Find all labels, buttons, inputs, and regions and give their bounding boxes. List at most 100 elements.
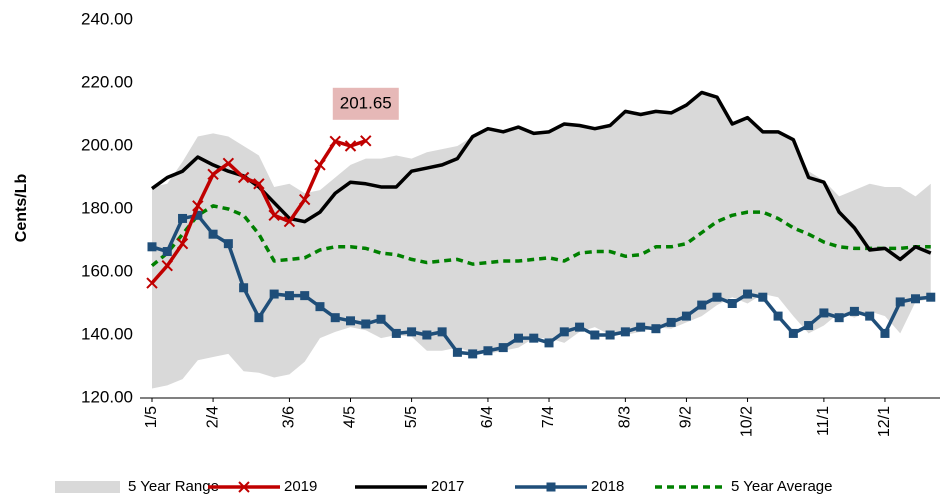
- x-tick-label: 11/1: [815, 406, 832, 436]
- marker: [237, 171, 250, 184]
- x-tick-label: 12/1: [876, 406, 893, 437]
- marker: [315, 302, 325, 312]
- y-tick-label: 120.00: [81, 387, 133, 406]
- marker: [208, 229, 218, 239]
- marker: [605, 330, 615, 340]
- marker: [193, 210, 203, 220]
- y-tick-label: 200.00: [81, 135, 133, 154]
- marker: [636, 322, 646, 332]
- marker: [254, 313, 264, 323]
- y-tick-label: 180.00: [81, 198, 133, 217]
- marker: [361, 319, 371, 329]
- marker: [298, 193, 311, 206]
- marker: [330, 313, 340, 323]
- marker: [268, 209, 280, 222]
- y-tick-label: 160.00: [81, 261, 133, 280]
- series-line: [150, 90, 932, 262]
- x-tick-label: 4/5: [342, 406, 359, 428]
- marker: [176, 237, 189, 250]
- marker: [360, 135, 372, 147]
- marker: [344, 140, 357, 152]
- data-label: 201.65: [340, 93, 392, 112]
- marker: [651, 324, 661, 334]
- data-label-box: [332, 87, 399, 120]
- marker: [620, 327, 630, 337]
- marker: [544, 338, 554, 348]
- marker: [788, 328, 798, 338]
- marker: [880, 328, 890, 338]
- marker: [773, 311, 783, 321]
- series-line: [150, 204, 931, 268]
- legend-label: 5 Year Range: [128, 478, 219, 495]
- y-tick-label: 240.00: [81, 9, 133, 28]
- legend-label: 5 Year Average: [731, 478, 832, 495]
- marker: [207, 168, 219, 181]
- marker: [239, 283, 249, 293]
- marker: [437, 327, 447, 337]
- marker: [819, 308, 829, 318]
- marker: [712, 292, 722, 302]
- y-tick-label: 140.00: [81, 324, 133, 343]
- marker: [743, 289, 753, 299]
- marker: [376, 314, 386, 324]
- marker: [727, 299, 737, 308]
- x-tick-label: 6/4: [479, 406, 496, 428]
- marker: [804, 321, 814, 331]
- x-tick-label: 5/5: [403, 406, 420, 428]
- marker: [452, 347, 462, 357]
- marker: [146, 277, 158, 289]
- marker: [758, 292, 768, 302]
- marker: [865, 311, 875, 321]
- marker: [468, 349, 478, 359]
- marker: [546, 482, 556, 492]
- x-tick-label: 8/3: [617, 406, 634, 428]
- marker: [697, 300, 707, 310]
- marker: [192, 200, 204, 212]
- marker: [849, 306, 859, 316]
- marker: [162, 247, 172, 257]
- legend-swatch: [55, 481, 120, 493]
- range-area: [152, 92, 931, 389]
- x-tick-label: 2/4: [204, 406, 221, 428]
- legend-label: 2017: [431, 478, 464, 495]
- marker: [161, 259, 173, 272]
- marker: [513, 333, 523, 343]
- marker: [498, 343, 508, 353]
- x-tick-label: 7/4: [540, 406, 557, 428]
- marker: [253, 178, 265, 190]
- marker: [666, 317, 676, 327]
- legend-label: 2018: [591, 478, 624, 495]
- marker: [222, 157, 235, 170]
- marker: [483, 346, 493, 356]
- marker: [559, 327, 569, 337]
- marker: [926, 292, 936, 302]
- marker: [314, 159, 326, 171]
- marker: [575, 322, 585, 332]
- marker: [269, 289, 279, 299]
- marker: [147, 242, 157, 252]
- x-tick-label: 9/2: [678, 406, 695, 428]
- marker: [895, 297, 905, 307]
- legend-label: 2019: [284, 478, 317, 495]
- marker: [391, 328, 401, 338]
- marker: [407, 327, 417, 337]
- marker: [346, 316, 356, 326]
- marker: [329, 135, 341, 147]
- y-axis-title: Cents/Lb: [13, 174, 30, 243]
- y-tick-label: 220.00: [81, 72, 133, 91]
- series-line: [151, 213, 931, 356]
- marker: [590, 330, 600, 340]
- marker: [300, 291, 310, 301]
- x-tick-label: 3/6: [281, 406, 298, 428]
- marker: [284, 291, 294, 301]
- marker: [178, 213, 188, 223]
- marker: [911, 294, 920, 304]
- marker: [238, 481, 250, 493]
- marker: [223, 239, 233, 249]
- marker: [529, 333, 539, 343]
- x-tick-label: 10/2: [739, 406, 756, 437]
- marker: [834, 313, 844, 323]
- marker: [681, 311, 691, 321]
- x-tick-label: 1/5: [143, 406, 160, 428]
